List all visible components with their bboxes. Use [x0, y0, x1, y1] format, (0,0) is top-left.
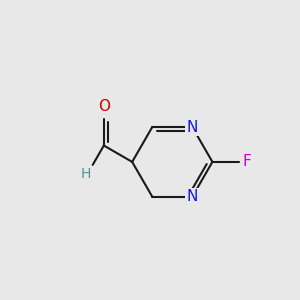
- Text: N: N: [187, 120, 198, 135]
- Text: O: O: [98, 99, 110, 114]
- Text: N: N: [187, 189, 198, 204]
- Text: H: H: [81, 167, 91, 181]
- Text: F: F: [243, 154, 251, 169]
